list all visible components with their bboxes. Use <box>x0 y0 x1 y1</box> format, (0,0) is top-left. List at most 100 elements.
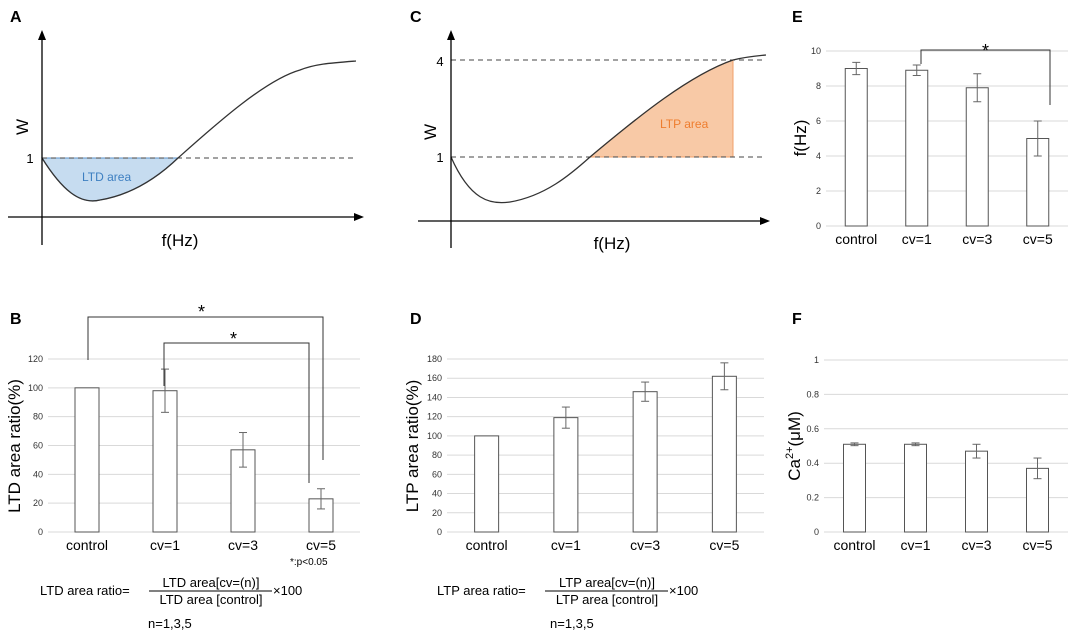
y-tick-label: 180 <box>427 354 442 364</box>
y-tick-label: 80 <box>432 450 442 460</box>
bar <box>632 391 658 533</box>
sig-star-cv1-cv5: * <box>230 329 237 349</box>
y-axis-label-b: LTD area ratio(%) <box>5 379 24 513</box>
significance-note: *:p<0.05 <box>290 557 328 568</box>
y-tick-label: 2 <box>816 186 821 196</box>
y-tick-label: 0.2 <box>806 493 819 503</box>
x-axis-arrow-c <box>760 217 770 225</box>
y-tick-label: 120 <box>427 412 442 422</box>
bar <box>843 443 866 533</box>
formula-ltd-n: n=1,3,5 <box>148 616 192 631</box>
category-label: control <box>466 537 508 553</box>
sig-bracket-cv1-cv5-e <box>920 49 1051 105</box>
ltp-area-label: LTP area <box>660 117 709 131</box>
y-axis-arrow-c <box>447 30 455 40</box>
y-tick-label: 10 <box>811 46 821 56</box>
chart-b: 0 20 40 60 80 100 120 control cv=1 cv=3 cv=5 <box>28 354 360 553</box>
category-label: cv=3 <box>962 537 992 553</box>
y-tick-label: 1 <box>814 355 819 365</box>
y-tick-label: 0.8 <box>806 389 819 399</box>
y-tick-label: 60 <box>33 441 43 451</box>
ltd-area-label: LTD area <box>82 170 131 184</box>
y-tick-label: 100 <box>28 383 43 393</box>
bar <box>711 375 737 533</box>
significance-b: * * *:p<0.05 <box>87 302 328 568</box>
formula-ltp-left: LTP area ratio= <box>437 583 526 598</box>
y-tick-label: 0 <box>814 527 819 537</box>
category-label: cv=1 <box>901 537 931 553</box>
y-tick-label: 6 <box>816 116 821 126</box>
category-label: cv=3 <box>962 231 992 247</box>
y-tick-label: 0 <box>437 527 442 537</box>
bar <box>904 443 927 533</box>
bar <box>965 450 988 533</box>
y-axis-label-d: LTP area ratio(%) <box>403 380 422 513</box>
significance-e: * <box>920 41 1051 105</box>
formula-ltp-numerator: LTP area[cv=(n)] <box>559 575 655 590</box>
panel-label-e: E <box>792 9 803 26</box>
y-axis-label-e: f(Hz) <box>791 120 810 157</box>
formula-ltd-numerator: LTD area[cv=(n)] <box>163 575 260 590</box>
panel-c: C f(Hz) W 1 4 LTP area <box>410 9 770 253</box>
y-tick-label: 0 <box>38 527 43 537</box>
formula-ltp-n: n=1,3,5 <box>550 616 594 631</box>
formula-ltd: LTD area ratio= LTD area[cv=(n)] LTD are… <box>40 575 302 631</box>
category-label: cv=3 <box>228 537 258 553</box>
bar <box>74 387 100 533</box>
formula-ltd-left: LTD area ratio= <box>40 583 130 598</box>
category-label: cv=5 <box>709 537 739 553</box>
formula-ltd-multiplier: ×100 <box>273 583 302 598</box>
y-tick-label: 0.4 <box>806 458 819 468</box>
y-tick-label: 20 <box>432 508 442 518</box>
bar <box>905 69 929 227</box>
sig-star-control-cv5: * <box>198 302 205 322</box>
panel-a: A f(Hz) W 1 LTD area <box>8 9 364 250</box>
category-label: cv=5 <box>1023 537 1053 553</box>
category-label: cv=1 <box>150 537 180 553</box>
y-tick-label: 80 <box>33 412 43 422</box>
y-tick-label: 8 <box>816 81 821 91</box>
y-tick-4-c: 4 <box>436 54 443 69</box>
y-tick-label: 20 <box>33 498 43 508</box>
bar <box>474 435 500 533</box>
y-axis-label-c: W <box>421 124 440 140</box>
formula-ltd-denominator: LTD area [control] <box>159 592 262 607</box>
chart-e: 0 2 4 6 8 10 control cv=1 cv=3 cv=5 <box>811 46 1068 247</box>
y-tick-label: 140 <box>427 392 442 402</box>
sig-bracket-control-cv5 <box>87 316 324 460</box>
formula-ltp: LTP area ratio= LTP area[cv=(n)] LTP are… <box>437 575 698 631</box>
x-axis-label-a: f(Hz) <box>162 231 199 250</box>
y-tick-label: 0.6 <box>806 424 819 434</box>
sig-bracket-cv1-cv5 <box>163 342 310 483</box>
y-tick-label: 40 <box>432 489 442 499</box>
bar <box>152 390 178 533</box>
sig-star-e: * <box>982 41 989 61</box>
bar <box>553 417 579 533</box>
panel-label-f: F <box>792 311 802 328</box>
category-label: control <box>835 231 877 247</box>
y-tick-label: 160 <box>427 373 442 383</box>
y-tick-label: 120 <box>28 354 43 364</box>
y-tick-1-c: 1 <box>436 150 443 165</box>
bar <box>844 68 868 227</box>
chart-d: 0 20 40 60 80 100 120 140 160 180 control cv=1 cv=3 c… <box>427 354 764 553</box>
w-curve-c <box>450 54 767 204</box>
y-tick-label: 0 <box>816 221 821 231</box>
panel-label-a: A <box>10 9 22 26</box>
panel-label-d: D <box>410 311 422 328</box>
formula-ltp-multiplier: ×100 <box>669 583 698 598</box>
y-tick-label: 60 <box>432 469 442 479</box>
panel-label-c: C <box>410 9 422 26</box>
category-label: cv=5 <box>1023 231 1053 247</box>
y-tick-label: 4 <box>816 151 821 161</box>
y-tick-label: 40 <box>33 469 43 479</box>
y-axis-label-f: Ca2+(μM) <box>784 411 804 481</box>
category-label: cv=1 <box>902 231 932 247</box>
x-axis-arrow-a <box>354 213 364 221</box>
category-label: cv=1 <box>551 537 581 553</box>
chart-f: 0 0.2 0.4 0.6 0.8 1 control cv=1 cv=3 cv=5 <box>806 355 1068 553</box>
y-tick-label: 100 <box>427 431 442 441</box>
panel-label-b: B <box>10 311 22 328</box>
y-tick-1-a: 1 <box>26 151 33 166</box>
